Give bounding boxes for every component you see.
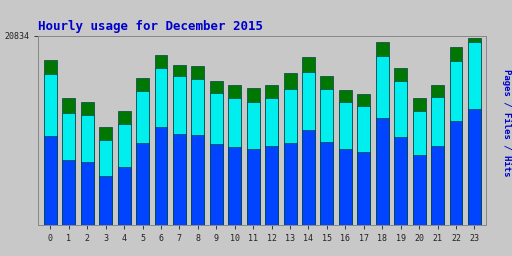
Bar: [321, 142, 333, 225]
Bar: [155, 127, 167, 225]
Bar: [284, 72, 296, 225]
Bar: [431, 97, 444, 225]
Bar: [302, 130, 315, 225]
Bar: [247, 102, 260, 225]
Bar: [173, 65, 186, 225]
Bar: [81, 162, 94, 225]
Bar: [44, 74, 57, 225]
Bar: [136, 143, 149, 225]
Bar: [302, 57, 315, 225]
Bar: [302, 72, 315, 225]
Bar: [394, 137, 407, 225]
Bar: [339, 149, 352, 225]
Bar: [265, 85, 278, 225]
Bar: [247, 149, 260, 225]
Bar: [81, 102, 94, 225]
Bar: [99, 127, 112, 225]
Bar: [431, 85, 444, 225]
Bar: [265, 98, 278, 225]
Bar: [228, 98, 241, 225]
Bar: [173, 76, 186, 225]
Bar: [413, 155, 425, 225]
Bar: [155, 55, 167, 225]
Bar: [228, 147, 241, 225]
Bar: [118, 167, 131, 225]
Bar: [62, 160, 75, 225]
Bar: [431, 146, 444, 225]
Bar: [191, 66, 204, 225]
Bar: [450, 121, 462, 225]
Bar: [339, 102, 352, 225]
Bar: [357, 94, 370, 225]
Bar: [44, 136, 57, 225]
Bar: [210, 81, 223, 225]
Bar: [321, 76, 333, 225]
Bar: [81, 115, 94, 225]
Bar: [118, 124, 131, 225]
Bar: [44, 60, 57, 225]
Bar: [62, 113, 75, 225]
Bar: [413, 111, 425, 225]
Bar: [357, 106, 370, 225]
Bar: [321, 89, 333, 225]
Bar: [155, 68, 167, 225]
Bar: [357, 152, 370, 225]
Bar: [450, 61, 462, 225]
Bar: [468, 38, 481, 225]
Bar: [265, 146, 278, 225]
Bar: [376, 42, 389, 225]
Text: Pages / Files / Hits: Pages / Files / Hits: [502, 69, 511, 177]
Bar: [413, 98, 425, 225]
Bar: [210, 93, 223, 225]
Bar: [99, 176, 112, 225]
Bar: [376, 56, 389, 225]
Bar: [394, 81, 407, 225]
Bar: [228, 85, 241, 225]
Bar: [210, 144, 223, 225]
Bar: [468, 109, 481, 225]
Bar: [136, 91, 149, 225]
Bar: [191, 79, 204, 225]
Bar: [376, 118, 389, 225]
Text: Hourly usage for December 2015: Hourly usage for December 2015: [38, 20, 263, 33]
Bar: [284, 143, 296, 225]
Bar: [191, 135, 204, 225]
Bar: [99, 140, 112, 225]
Bar: [118, 111, 131, 225]
Bar: [284, 89, 296, 225]
Bar: [468, 42, 481, 225]
Bar: [394, 68, 407, 225]
Bar: [173, 134, 186, 225]
Bar: [62, 98, 75, 225]
Bar: [136, 78, 149, 225]
Bar: [247, 88, 260, 225]
Bar: [450, 47, 462, 225]
Bar: [339, 90, 352, 225]
